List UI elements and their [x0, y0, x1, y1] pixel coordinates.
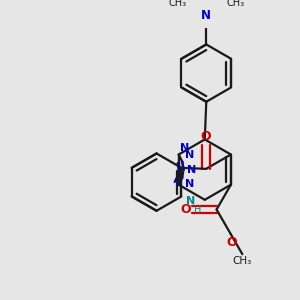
Text: O: O	[201, 130, 212, 143]
Text: O: O	[180, 203, 191, 216]
Text: N: N	[180, 143, 189, 153]
Text: O: O	[226, 236, 237, 248]
Text: N: N	[185, 150, 194, 160]
Text: N: N	[187, 165, 196, 175]
Text: CH₃: CH₃	[226, 0, 244, 8]
Text: N: N	[185, 179, 194, 189]
Text: N: N	[201, 9, 211, 22]
Text: H: H	[194, 205, 202, 215]
Text: CH₃: CH₃	[168, 0, 186, 8]
Text: CH₃: CH₃	[233, 256, 252, 266]
Text: N: N	[186, 196, 195, 206]
